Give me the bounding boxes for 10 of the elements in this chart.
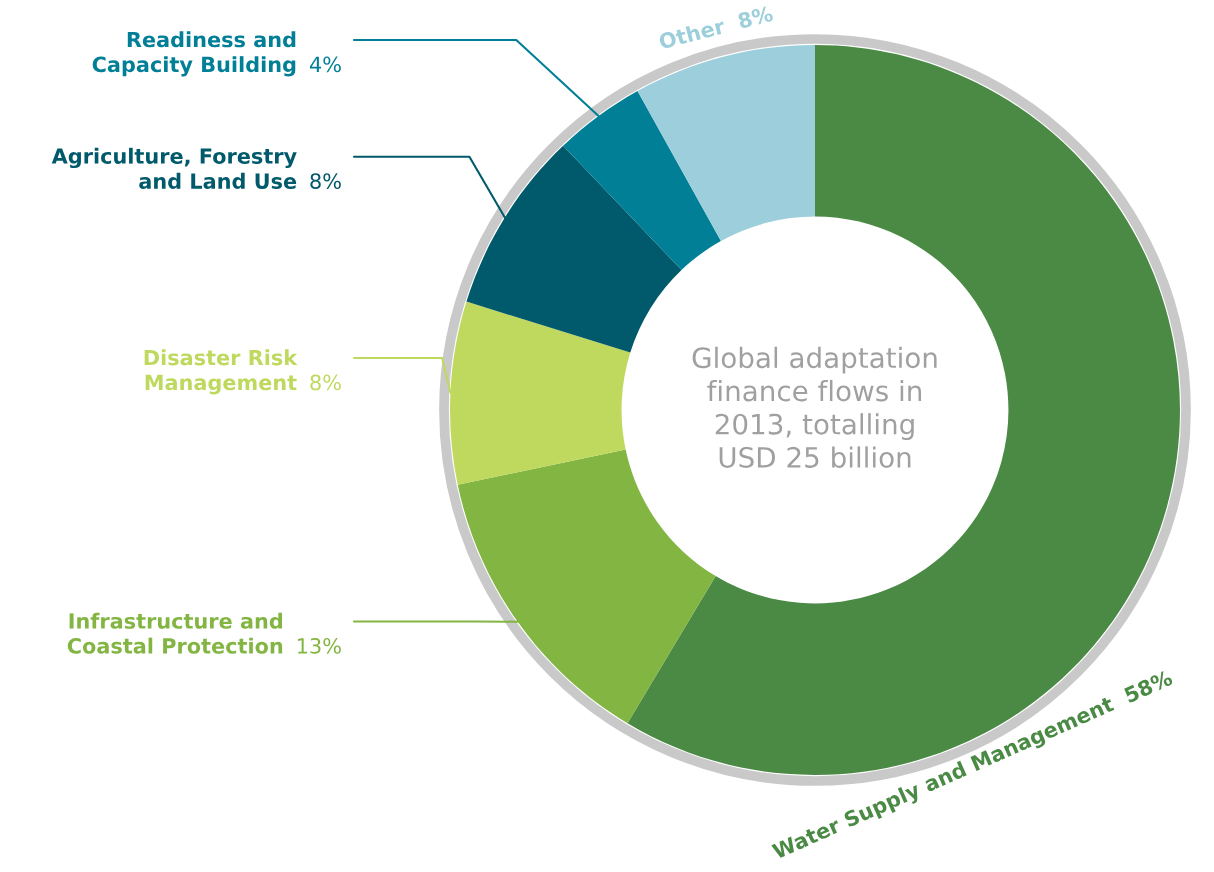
data-label: 13% [297,638,341,654]
slice-label: Readiness and Capacity Building [92,31,296,77]
slice-label: Disaster Risk Management [144,349,298,395]
slice-label: Infrastructure and Coastal Protection [67,612,283,654]
slice-label: Other 8% [658,5,774,50]
data-label: 4% [309,56,341,73]
slice-label: Agriculture, Forestry and Land Use [51,147,297,189]
data-label: 8% [310,173,341,189]
data-label: 8% [310,374,341,391]
text: Global adaptation finance flows in 2013, totalling USD 25 billion [692,346,937,468]
